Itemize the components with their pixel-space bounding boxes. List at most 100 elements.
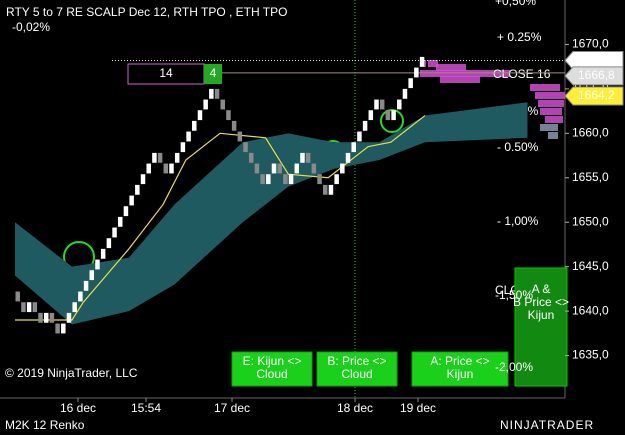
- counter: 14: [159, 66, 173, 80]
- y-tick-label: 1640,0: [572, 303, 609, 317]
- x-tick-label: 16 dec: [60, 401, 96, 415]
- counter: 4: [210, 66, 217, 80]
- percent-label: +0,50%: [495, 0, 536, 8]
- profile-bar: [540, 108, 562, 115]
- button-label[interactable]: B: Price <> Cloud: [327, 354, 386, 381]
- signal-circle: [380, 109, 404, 133]
- brick: [100, 248, 106, 259]
- price-flag: [564, 66, 624, 86]
- copyright: © 2019 NinjaTrader, LLC: [5, 366, 138, 380]
- brick: [186, 131, 191, 142]
- y-tick-label: 1660,0: [572, 126, 609, 140]
- brick: [351, 142, 356, 153]
- button[interactable]: E: Kijun <> Cloud: [231, 351, 313, 387]
- instrument: M2K 12 Renko: [5, 418, 85, 432]
- brick: [192, 120, 197, 131]
- profile-bar: [535, 92, 565, 99]
- button[interactable]: B: Price <> Cloud: [316, 351, 398, 387]
- brick: [112, 227, 117, 238]
- profile-bar: [436, 64, 466, 71]
- price-flag-label: 1668,2: [578, 53, 615, 67]
- kijun-line: [15, 115, 426, 321]
- button[interactable]: A: Price <> Kijun: [411, 351, 509, 387]
- brick: [414, 67, 419, 78]
- y-tick-label: 1655,0: [572, 170, 609, 184]
- button-label[interactable]: A: Price <> Kijun: [430, 354, 489, 381]
- brick: [197, 110, 203, 121]
- brick: [340, 163, 345, 174]
- profile-bar: [540, 124, 558, 131]
- brick: [66, 312, 72, 323]
- percent-label: -2,00%: [495, 360, 533, 374]
- brick: [379, 99, 385, 110]
- logo: NINJATRADER: [500, 418, 594, 432]
- x-tick-label: 18 dec: [337, 401, 373, 415]
- brick: [254, 163, 260, 174]
- brick: [408, 78, 413, 89]
- brick: [95, 259, 100, 270]
- brick: [237, 131, 243, 142]
- brick: [61, 323, 66, 334]
- brick: [26, 302, 32, 313]
- brick: [283, 174, 288, 185]
- brick: [146, 163, 151, 174]
- close-label: CLOSE 16: [493, 67, 551, 81]
- button[interactable]: A & B Price <> Kijun: [513, 267, 569, 387]
- brick: [89, 270, 95, 281]
- profile-bar: [440, 76, 480, 83]
- profile-bar: [428, 60, 438, 67]
- x-tick-label: 15:54: [131, 401, 161, 415]
- percent-label: -1,50%: [495, 288, 533, 302]
- volume-profile: [420, 60, 565, 139]
- y-tick-label: 1670,0: [572, 37, 609, 51]
- brick: [357, 131, 362, 142]
- brick: [174, 152, 180, 163]
- brick: [248, 152, 254, 163]
- brick: [231, 120, 237, 131]
- brick: [266, 174, 271, 185]
- brick: [294, 163, 300, 174]
- brick: [129, 195, 134, 206]
- brick: [43, 312, 49, 323]
- button-label[interactable]: E: Kijun <> Cloud: [243, 354, 302, 381]
- profile-bar: [548, 132, 558, 139]
- y-tick-label: 1645,0: [572, 259, 609, 273]
- brick: [311, 163, 317, 174]
- brick: [163, 163, 169, 174]
- brick: [300, 152, 305, 163]
- brick: [391, 110, 396, 121]
- brick: [368, 110, 374, 121]
- brick: [334, 174, 339, 185]
- brick: [78, 291, 83, 302]
- brick: [169, 163, 174, 174]
- price-flag: [564, 86, 624, 106]
- brick: [214, 88, 220, 99]
- brick: [385, 110, 391, 121]
- price-flag-label: 1664,2: [578, 88, 615, 102]
- brick: [243, 142, 248, 153]
- brick: [106, 238, 112, 249]
- brick: [220, 99, 225, 110]
- brick: [152, 152, 157, 163]
- brick: [226, 110, 231, 121]
- profile-bar: [420, 70, 510, 77]
- brick: [135, 184, 140, 195]
- button-label[interactable]: A & B Price <> Kijun: [513, 282, 569, 322]
- brick: [203, 99, 208, 110]
- brick: [72, 302, 77, 313]
- brick: [345, 152, 351, 163]
- cloud: [15, 102, 528, 325]
- brick: [397, 99, 402, 110]
- change: -0,02%: [12, 20, 50, 34]
- percent-label: - 0.50%: [497, 140, 539, 154]
- brick: [419, 56, 425, 67]
- brick: [157, 152, 163, 163]
- brick: [180, 142, 186, 153]
- brick: [123, 206, 129, 217]
- brick: [374, 99, 379, 110]
- brick: [277, 163, 282, 174]
- brick: [305, 152, 311, 163]
- percent-label: + 0.25%: [497, 30, 542, 44]
- brick: [328, 184, 334, 195]
- profile-bar: [538, 100, 564, 107]
